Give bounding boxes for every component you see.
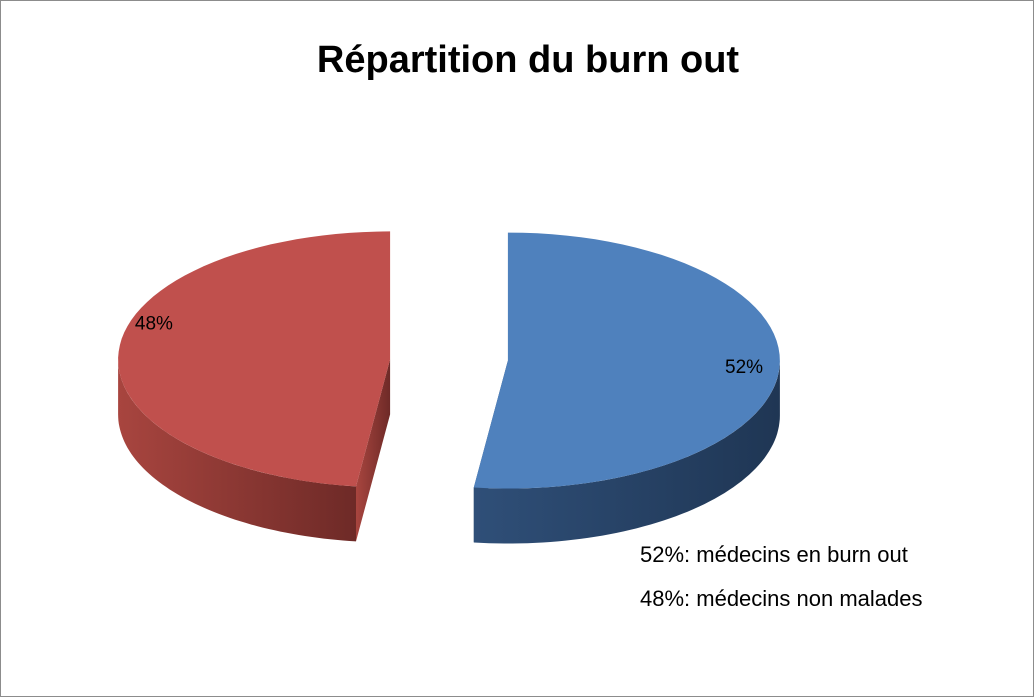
slice-cut-face <box>356 359 391 542</box>
slice-side <box>118 359 356 542</box>
chart-title: Répartition du burn out <box>317 39 740 81</box>
pie-slice <box>118 231 391 542</box>
pie-slice <box>473 232 780 544</box>
slice-top <box>473 232 780 489</box>
data-label: 48% <box>135 313 173 334</box>
annotation: 48%: médecins non malades <box>640 586 923 611</box>
slice-side <box>473 360 780 544</box>
annotation: 52%: médecins en burn out <box>640 542 908 567</box>
slice-top <box>118 231 391 487</box>
data-label: 52% <box>725 357 763 378</box>
